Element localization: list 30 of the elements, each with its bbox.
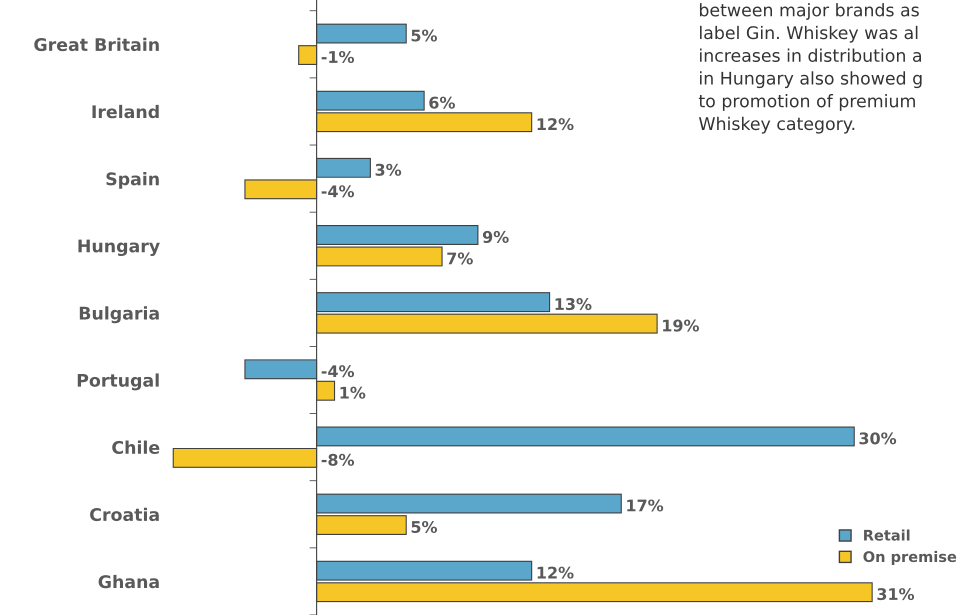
y-tick-label: Bulgaria [80, 306, 159, 324]
legend-label: On premise [863, 550, 956, 565]
data-label: 12% [538, 118, 574, 130]
data-label: 19% [663, 320, 700, 332]
y-tick-label: Spain [106, 172, 159, 189]
data-label: 5% [412, 520, 438, 534]
data-label: 12% [538, 566, 574, 579]
y-tick-label: Croatia [90, 508, 159, 522]
data-label: 17% [627, 499, 664, 512]
annotation: between major brands as label Gin. Whiskey was al increases in distribution a in Hungary also showed g to promotion of premium Whiskey category. [698, 3, 922, 134]
y-tick-label: Ireland [92, 104, 159, 118]
y-tick-label: Chile [112, 440, 160, 454]
data-label: 1% [340, 386, 366, 399]
y-tick-label: Great Britain [34, 38, 159, 52]
data-label: -4% [322, 185, 354, 198]
data-label: 5% [412, 29, 438, 42]
data-label: 7% [447, 252, 473, 264]
data-label: 3% [376, 164, 402, 176]
y-tick-label: Ghana [98, 574, 159, 588]
data-label: 13% [556, 298, 592, 310]
data-label: -8% [322, 454, 354, 466]
data-label: -4% [322, 365, 354, 378]
data-label: 9% [482, 230, 509, 243]
data-label: -1% [322, 50, 354, 64]
y-tick-label: Hungary [78, 240, 160, 256]
data-label: 31% [877, 588, 914, 600]
data-label: 6% [429, 96, 455, 109]
legend-label: Retail [864, 529, 910, 541]
y-tick-label: Portugal [78, 373, 159, 390]
data-label: 30% [859, 432, 896, 444]
